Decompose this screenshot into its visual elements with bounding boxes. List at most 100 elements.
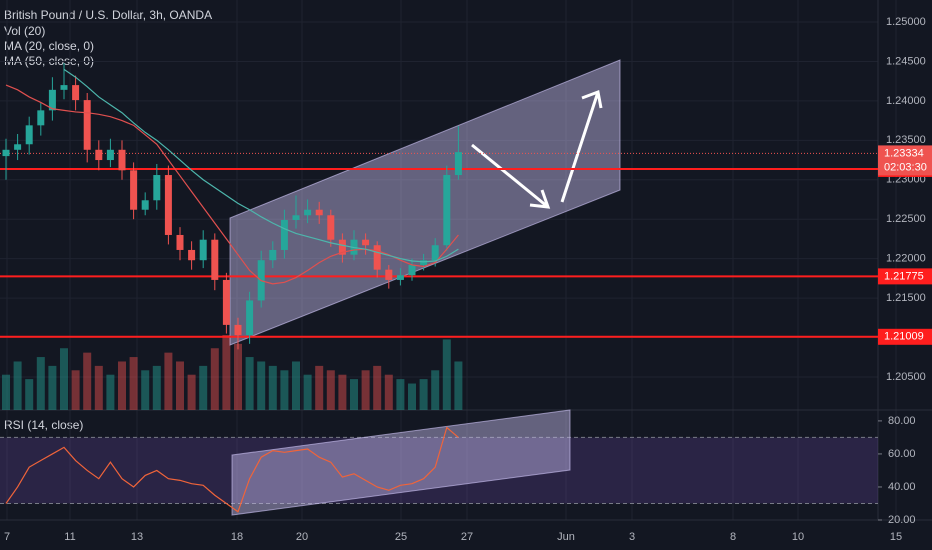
y-tick-label: 1.22500 [886, 213, 926, 225]
x-tick-label: 11 [64, 531, 75, 543]
volume-bar [292, 361, 300, 410]
volume-bar [384, 374, 393, 410]
candle-body [14, 144, 22, 150]
price-label-box [878, 328, 932, 345]
candle-body [72, 85, 80, 101]
candle-body [25, 125, 33, 145]
volume-bar [245, 357, 254, 410]
candle-body [280, 219, 288, 250]
candle-body [234, 324, 242, 336]
y-tick-label: 1.22000 [886, 253, 926, 265]
candle-body [83, 100, 91, 150]
volume-bar [454, 361, 463, 410]
volume-bar [118, 361, 126, 410]
volume-bar [176, 361, 184, 410]
x-tick-label: 10 [792, 531, 804, 543]
chart-title: British Pound / U.S. Dollar, 3h, OANDA [4, 8, 212, 22]
candle-body [118, 149, 126, 171]
candle-body [338, 239, 346, 255]
candle-body [48, 89, 56, 111]
x-tick-label: 13 [131, 531, 143, 543]
volume-bar [25, 379, 34, 410]
candle-body [95, 149, 103, 161]
volume-bar [152, 365, 161, 410]
rsi-tick-label: 40.00 [888, 481, 916, 493]
candle-body [454, 152, 462, 176]
volume-bar [2, 374, 10, 410]
price-channel [229, 59, 621, 346]
volume-bar [234, 343, 242, 410]
volume-bar [222, 335, 231, 410]
volume-bar [361, 370, 370, 410]
candle-body [408, 264, 416, 276]
candle-body [130, 170, 138, 210]
candle-body [106, 149, 114, 161]
candle-body [222, 279, 230, 325]
volume-bar [326, 370, 335, 410]
y-tick-label: 1.20500 [886, 371, 926, 383]
volume-bar [268, 365, 277, 410]
candle-body [188, 249, 196, 261]
candle-body [2, 149, 10, 157]
rsi-band [0, 437, 878, 504]
current-price-box [878, 145, 932, 176]
candle-body [211, 239, 219, 280]
y-tick-label: 1.25000 [886, 16, 926, 28]
x-tick-label: 7 [4, 531, 10, 543]
candle-body [199, 239, 207, 261]
x-tick-label: 20 [296, 531, 308, 543]
y-tick-label: 1.24500 [886, 55, 926, 67]
rsi-channel [231, 409, 571, 516]
volume-bar [373, 365, 382, 410]
y-tick-label: 1.23500 [886, 134, 926, 146]
candle-body [37, 110, 45, 126]
volume-bar [94, 365, 103, 410]
candle-body [327, 215, 335, 240]
x-tick-label: 25 [395, 531, 407, 543]
volume-bar [71, 370, 80, 410]
volume-bar [280, 370, 289, 410]
volume-bar [303, 374, 312, 410]
candle-body [373, 245, 381, 270]
volume-bar [36, 357, 45, 410]
candle-body [315, 209, 323, 216]
volume-bar [431, 370, 440, 410]
candle-body [443, 175, 451, 246]
price-label: 1.21009 [884, 331, 924, 343]
volume-bar [129, 357, 138, 410]
x-tick-label: 8 [730, 531, 736, 543]
x-tick-label: 27 [461, 531, 473, 543]
candle-body [420, 260, 428, 265]
rsi-tick-label: 80.00 [888, 415, 916, 427]
ma50-line [63, 68, 459, 263]
volume-bar [442, 339, 451, 410]
price-label: 1.21775 [884, 270, 924, 282]
candle-body [153, 175, 161, 201]
volume-bar [419, 379, 428, 410]
volume-bar [408, 383, 416, 410]
x-tick-label: Jun [557, 531, 575, 543]
rsi-line [5, 426, 459, 513]
indicator-label: Vol (20) [4, 24, 45, 38]
countdown: 02:03:30 [884, 161, 927, 173]
rsi-title: RSI (14, close) [4, 418, 83, 432]
volume-bar [106, 374, 115, 410]
x-tick-label: 18 [231, 531, 243, 543]
volume-bar [350, 379, 358, 410]
volume-bar [13, 361, 22, 410]
candle-body [269, 249, 277, 261]
price-label-box [878, 268, 932, 285]
rsi-tick-label: 60.00 [888, 448, 916, 460]
candle-body [141, 200, 149, 210]
arrow [471, 143, 551, 209]
candle-body [385, 269, 393, 280]
x-tick-label: 15 [890, 531, 902, 543]
ma20-line [5, 84, 459, 285]
current-price-label: 1.23334 [884, 147, 924, 159]
volume-bar [315, 365, 324, 410]
volume-bar [48, 365, 57, 410]
candle-body [246, 300, 254, 336]
volume-bar [164, 352, 173, 410]
candle-body [60, 85, 68, 90]
